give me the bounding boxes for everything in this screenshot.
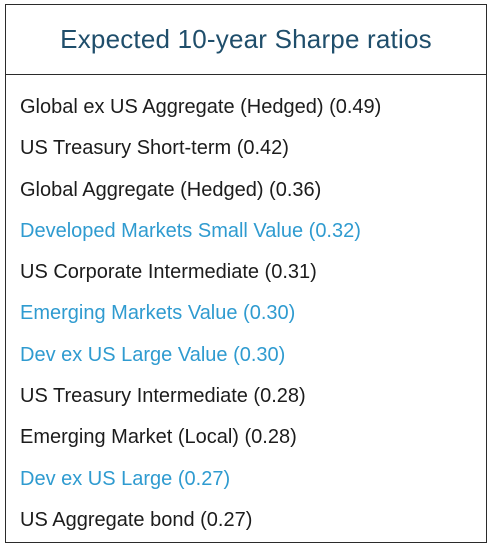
list-item: US Corporate Intermediate (0.31) bbox=[20, 261, 317, 284]
card-title: Expected 10-year Sharpe ratios bbox=[60, 24, 432, 54]
list-item: Dev ex US Large (0.27) bbox=[20, 467, 231, 490]
list-item: US Aggregate bond (0.27) bbox=[20, 508, 253, 531]
list-item: US Treasury Short-term (0.42) bbox=[20, 137, 289, 160]
sharpe-ratio-list: Global ex US Aggregate (Hedged) (0.49) US… bbox=[6, 75, 486, 541]
sharpe-ratio-card: Expected 10-year Sharpe ratios Global ex… bbox=[5, 4, 487, 543]
list-item: Dev ex US Large Value (0.30) bbox=[20, 343, 286, 366]
list-item: Developed Markets Small Value (0.32) bbox=[20, 219, 361, 242]
list-item: Global ex US Aggregate (Hedged) (0.49) bbox=[20, 96, 382, 118]
list-item: Emerging Market (Local) (0.28) bbox=[20, 426, 297, 449]
list-item: Emerging Markets Value (0.30) bbox=[20, 302, 296, 325]
list-item: US Treasury Intermediate (0.28) bbox=[20, 385, 306, 408]
list-item: Global Aggregate (Hedged) (0.36) bbox=[20, 178, 322, 201]
card-header: Expected 10-year Sharpe ratios bbox=[6, 5, 486, 75]
